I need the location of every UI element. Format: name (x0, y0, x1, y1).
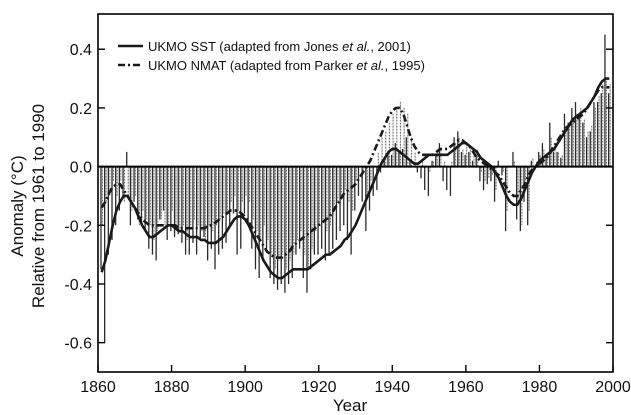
plot-area (100, 34, 611, 343)
legend: UKMO SST (adapted from Jones et al., 200… (118, 39, 425, 73)
x-tick-label: 2000 (595, 379, 631, 396)
x-tick-label: 1960 (448, 379, 484, 396)
y-tick-label: 0.2 (70, 101, 92, 118)
x-axis: 1860 1880 1900 1920 1940 1960 1980 2000 (80, 365, 631, 396)
x-axis-title: Year (333, 396, 368, 415)
y-axis-title-line-2: Relative from 1961 to 1990 (29, 104, 48, 308)
x-tick-label: 1980 (522, 379, 558, 396)
y-tick-label: -0.4 (64, 277, 92, 294)
y-tick-label: 0.4 (70, 42, 92, 59)
y-axis-title-line-1: Anomaly (°C) (8, 155, 27, 256)
sst-smoothed-line (100, 77, 610, 280)
x-tick-label: 1940 (374, 379, 410, 396)
legend-label-sst: UKMO SST (adapted from Jones et al., 200… (148, 39, 411, 54)
legend-entry-sst: UKMO SST (adapted from Jones et al., 200… (118, 39, 411, 54)
legend-label-nmat: UKMO NMAT (adapted from Parker et al., 1… (148, 58, 425, 73)
x-tick-label: 1880 (154, 379, 190, 396)
nmat-smoothed-line (100, 86, 610, 259)
y-tick-label: -0.6 (64, 336, 92, 353)
x-tick-label: 1860 (80, 379, 116, 396)
plot-frame (97, 13, 614, 373)
y-tick-label: -0.2 (64, 218, 92, 235)
x-tick-label: 1920 (301, 379, 337, 396)
legend-entry-nmat: UKMO NMAT (adapted from Parker et al., 1… (118, 58, 425, 73)
x-tick-label: 1900 (227, 379, 263, 396)
y-axis: 0.4 0.2 0.0 -0.2 -0.4 -0.6 (64, 42, 613, 353)
y-tick-label: 0.0 (70, 160, 92, 177)
